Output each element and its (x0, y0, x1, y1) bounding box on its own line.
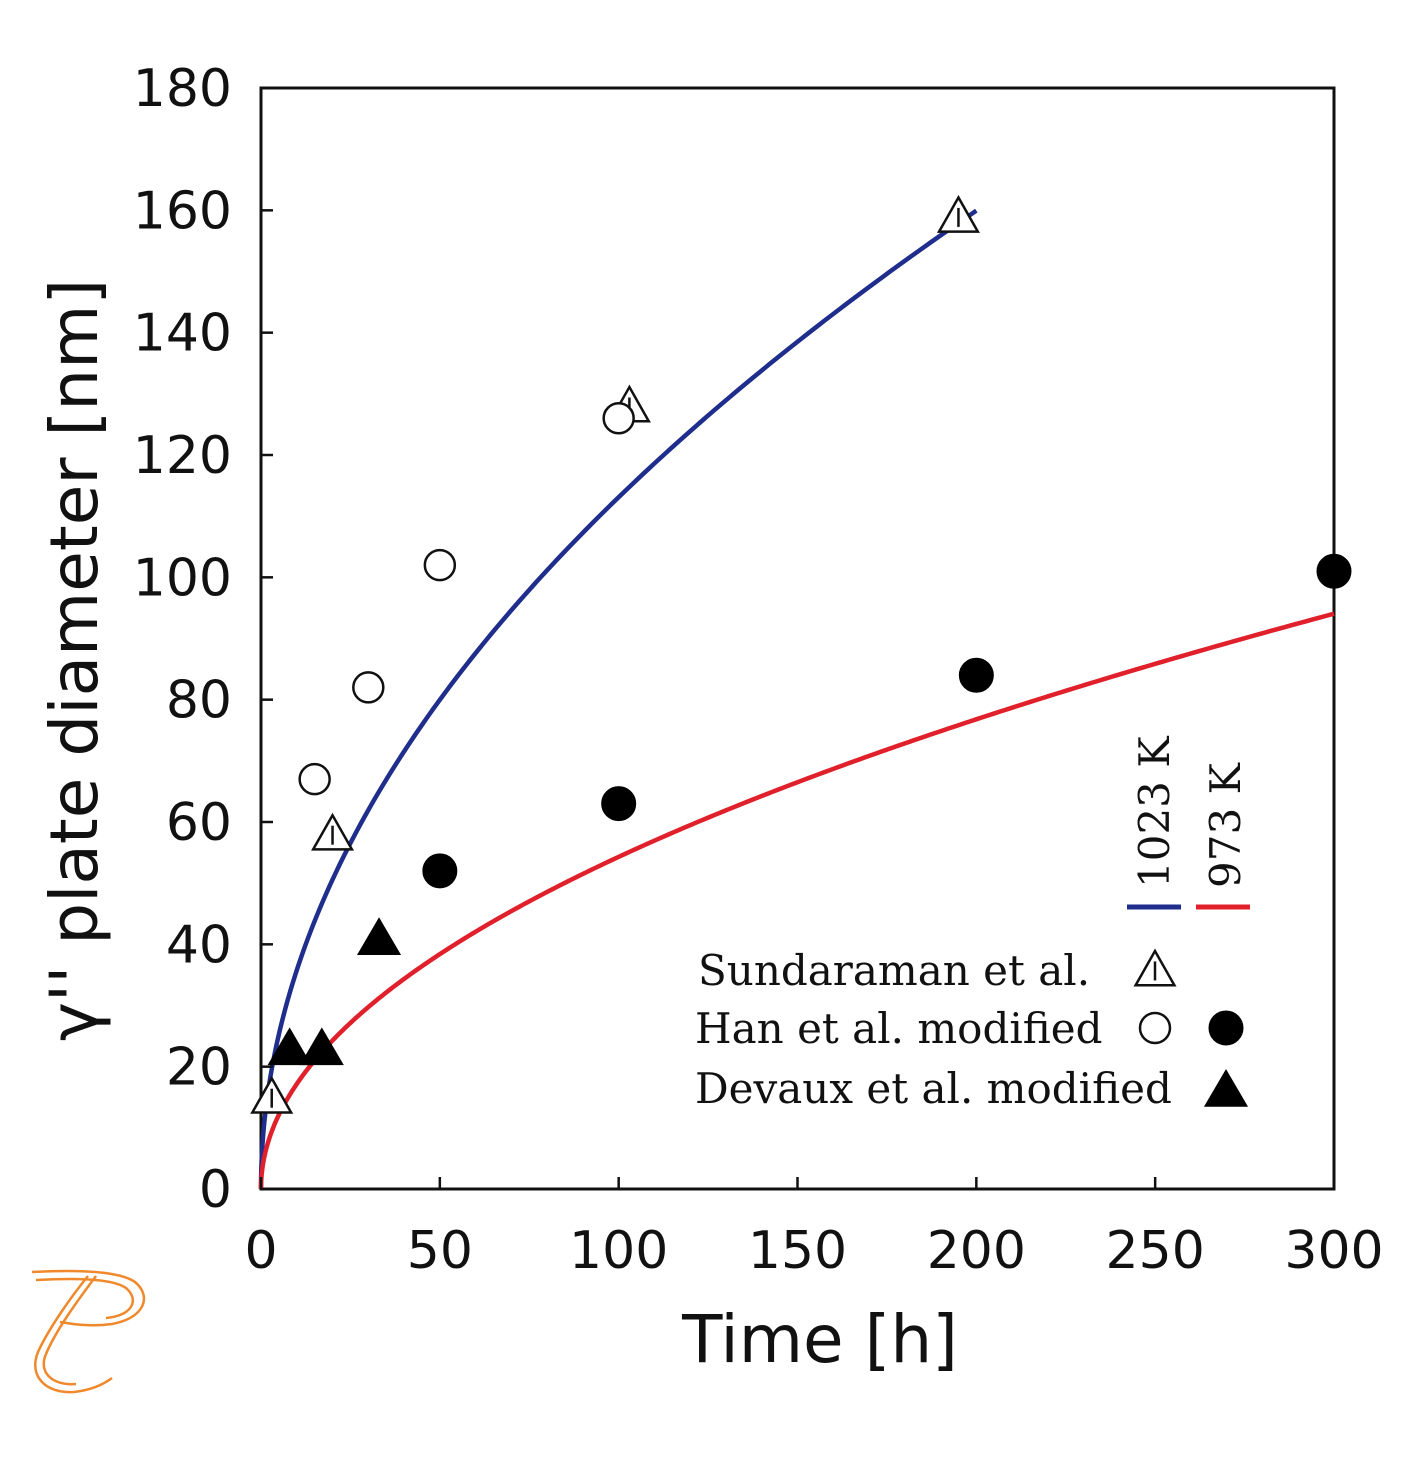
legend-label-devaux: Devaux et al. modified (695, 1064, 1172, 1113)
data-point-open-circle (1138, 1011, 1172, 1045)
y-tick-label: 120 (133, 426, 232, 486)
data-point-open-circle (602, 402, 635, 435)
x-tick-label: 0 (244, 1221, 277, 1281)
y-tick-label: 180 (133, 59, 232, 119)
y-tick-label: 100 (133, 548, 232, 608)
data-markers (250, 194, 1352, 1114)
data-point-open-triangle (1133, 948, 1177, 987)
data-point-filled-circle (601, 786, 637, 822)
fit-curve-1023-k (258, 208, 978, 1190)
y-axis-title: γ'' plate diameter [nm] (36, 279, 113, 1041)
x-tick-label: 100 (569, 1221, 668, 1281)
y-tick-label: 140 (133, 304, 232, 364)
fit-curves (258, 208, 1335, 1190)
y-tick-label: 0 (199, 1160, 232, 1220)
axis-ticks: 0 50 100 150 200 250 300 0 20 40 60 80 100 120 140 160 1… (133, 59, 1384, 1281)
data-point-open-triangle (936, 194, 980, 233)
y-tick-label: 60 (166, 793, 232, 853)
data-point-filled-triangle (267, 1027, 312, 1066)
legend-label-han: Han et al. modified (695, 1004, 1103, 1053)
x-axis-title: Time [h] (681, 1301, 958, 1378)
data-point-open-circle (352, 671, 385, 704)
logo-icon (31, 1269, 146, 1394)
data-point-filled-triangle (1203, 1069, 1249, 1107)
data-point-open-triangle (311, 812, 355, 851)
x-tick-label: 250 (1106, 1221, 1205, 1281)
x-tick-label: 300 (1284, 1221, 1383, 1281)
legend-markers (1133, 948, 1249, 1107)
data-point-open-triangle (250, 1075, 294, 1114)
x-tick-label: 50 (407, 1221, 473, 1281)
y-tick-label: 20 (166, 1038, 232, 1098)
data-point-filled-circle (958, 657, 994, 693)
x-tick-label: 150 (748, 1221, 847, 1281)
y-tick-label: 80 (166, 671, 232, 731)
data-point-filled-circle (1316, 553, 1352, 589)
data-point-filled-circle (1208, 1010, 1244, 1046)
data-point-filled-triangle (299, 1027, 344, 1066)
legend-curve-label-1023k: 1023 K (1130, 735, 1179, 888)
data-point-open-circle (298, 762, 331, 796)
data-point-filled-circle (422, 853, 458, 889)
x-tick-label: 200 (927, 1221, 1026, 1281)
fit-curve-973-k (258, 611, 1335, 1190)
legend-label-sundaraman: Sundaraman et al. (698, 946, 1090, 995)
y-tick-label: 160 (133, 181, 232, 241)
legend-curve-label-973k: 973 K (1201, 761, 1250, 888)
data-point-filled-triangle (356, 917, 402, 956)
data-point-open-circle (423, 548, 457, 582)
y-tick-label: 40 (166, 915, 232, 975)
legend: 1023 K 973 K Sundaraman et al. Han et al… (695, 735, 1250, 1113)
